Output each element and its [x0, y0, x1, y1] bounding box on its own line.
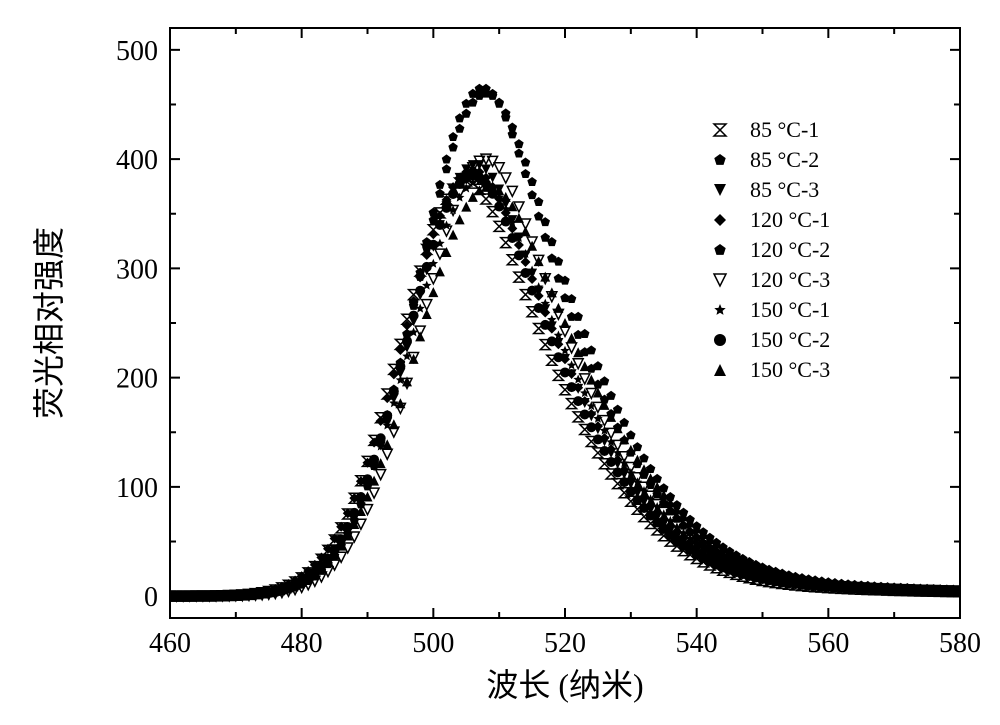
series-120-1 — [165, 165, 965, 601]
series-120-3 — [165, 154, 965, 601]
svg-text:400: 400 — [116, 145, 158, 176]
legend-label: 120 °C-1 — [750, 207, 830, 232]
svg-text:100: 100 — [116, 473, 158, 504]
series-85-2 — [165, 89, 965, 601]
svg-text:540: 540 — [676, 628, 718, 659]
series-85-3 — [165, 160, 965, 601]
legend-label: 85 °C-3 — [750, 177, 819, 202]
legend-label: 150 °C-1 — [750, 297, 830, 322]
series-150-1 — [165, 176, 965, 600]
svg-text:0: 0 — [144, 582, 158, 613]
legend-label: 150 °C-2 — [750, 327, 830, 352]
svg-text:荧光相对强度: 荧光相对强度 — [31, 227, 67, 419]
svg-text:560: 560 — [807, 628, 849, 659]
svg-text:520: 520 — [544, 628, 586, 659]
svg-text:300: 300 — [116, 254, 158, 285]
legend-label: 85 °C-1 — [750, 117, 819, 142]
series-150-2 — [165, 171, 965, 602]
legend-label: 120 °C-2 — [750, 237, 830, 262]
legend-label: 150 °C-3 — [750, 357, 830, 382]
legend-label: 85 °C-2 — [750, 147, 819, 172]
series-85-1 — [165, 176, 965, 601]
series-120-2 — [165, 84, 965, 600]
svg-text:460: 460 — [149, 628, 191, 659]
series-150-3 — [165, 182, 965, 601]
legend: 85 °C-1 85 °C-2 85 °C-3 120 °C-1 120 °C-2 120… — [714, 117, 830, 382]
svg-text:580: 580 — [939, 628, 981, 659]
svg-text:500: 500 — [412, 628, 454, 659]
svg-text:波长 (纳米): 波长 (纳米) — [486, 667, 643, 703]
fluorescence-spectrum-chart: 460 480 500 520 540 560 580 波长 (纳米) 0 100 200 300 40… — [0, 0, 1000, 725]
svg-text:200: 200 — [116, 364, 158, 395]
chart-svg: 460 480 500 520 540 560 580 波长 (纳米) 0 100 200 300 40… — [0, 0, 1000, 725]
svg-text:500: 500 — [116, 36, 158, 67]
svg-text:480: 480 — [281, 628, 323, 659]
legend-label: 120 °C-3 — [750, 267, 830, 292]
